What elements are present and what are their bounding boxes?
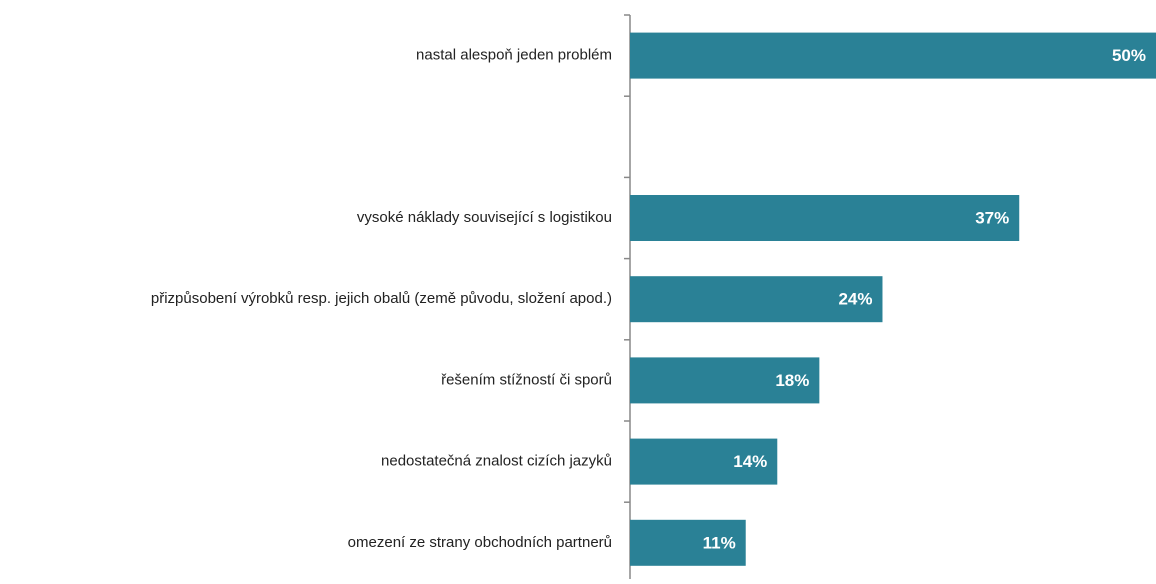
bar <box>630 276 883 323</box>
category-label: vysoké náklady související s logistikou <box>357 209 612 226</box>
value-label: 14% <box>733 452 767 471</box>
bar <box>630 438 778 485</box>
category-label: omezení ze strany obchodních partnerů <box>348 534 612 551</box>
category-label: přizpůsobení výrobků resp. jejich obalů … <box>151 290 612 307</box>
category-label: nastal alespoň jeden problém <box>416 47 612 64</box>
category-label: řešením stížností či sporů <box>441 371 612 388</box>
value-label: 24% <box>838 290 872 309</box>
bar <box>630 519 746 566</box>
value-label: 50% <box>1112 46 1146 65</box>
category-label: nedostatečná znalost cizích jazyků <box>381 453 612 470</box>
value-label: 11% <box>703 533 736 552</box>
bar <box>630 357 820 404</box>
value-label: 18% <box>775 371 809 390</box>
bar <box>630 195 1020 241</box>
bar <box>630 32 1156 79</box>
value-label: 37% <box>975 208 1009 227</box>
